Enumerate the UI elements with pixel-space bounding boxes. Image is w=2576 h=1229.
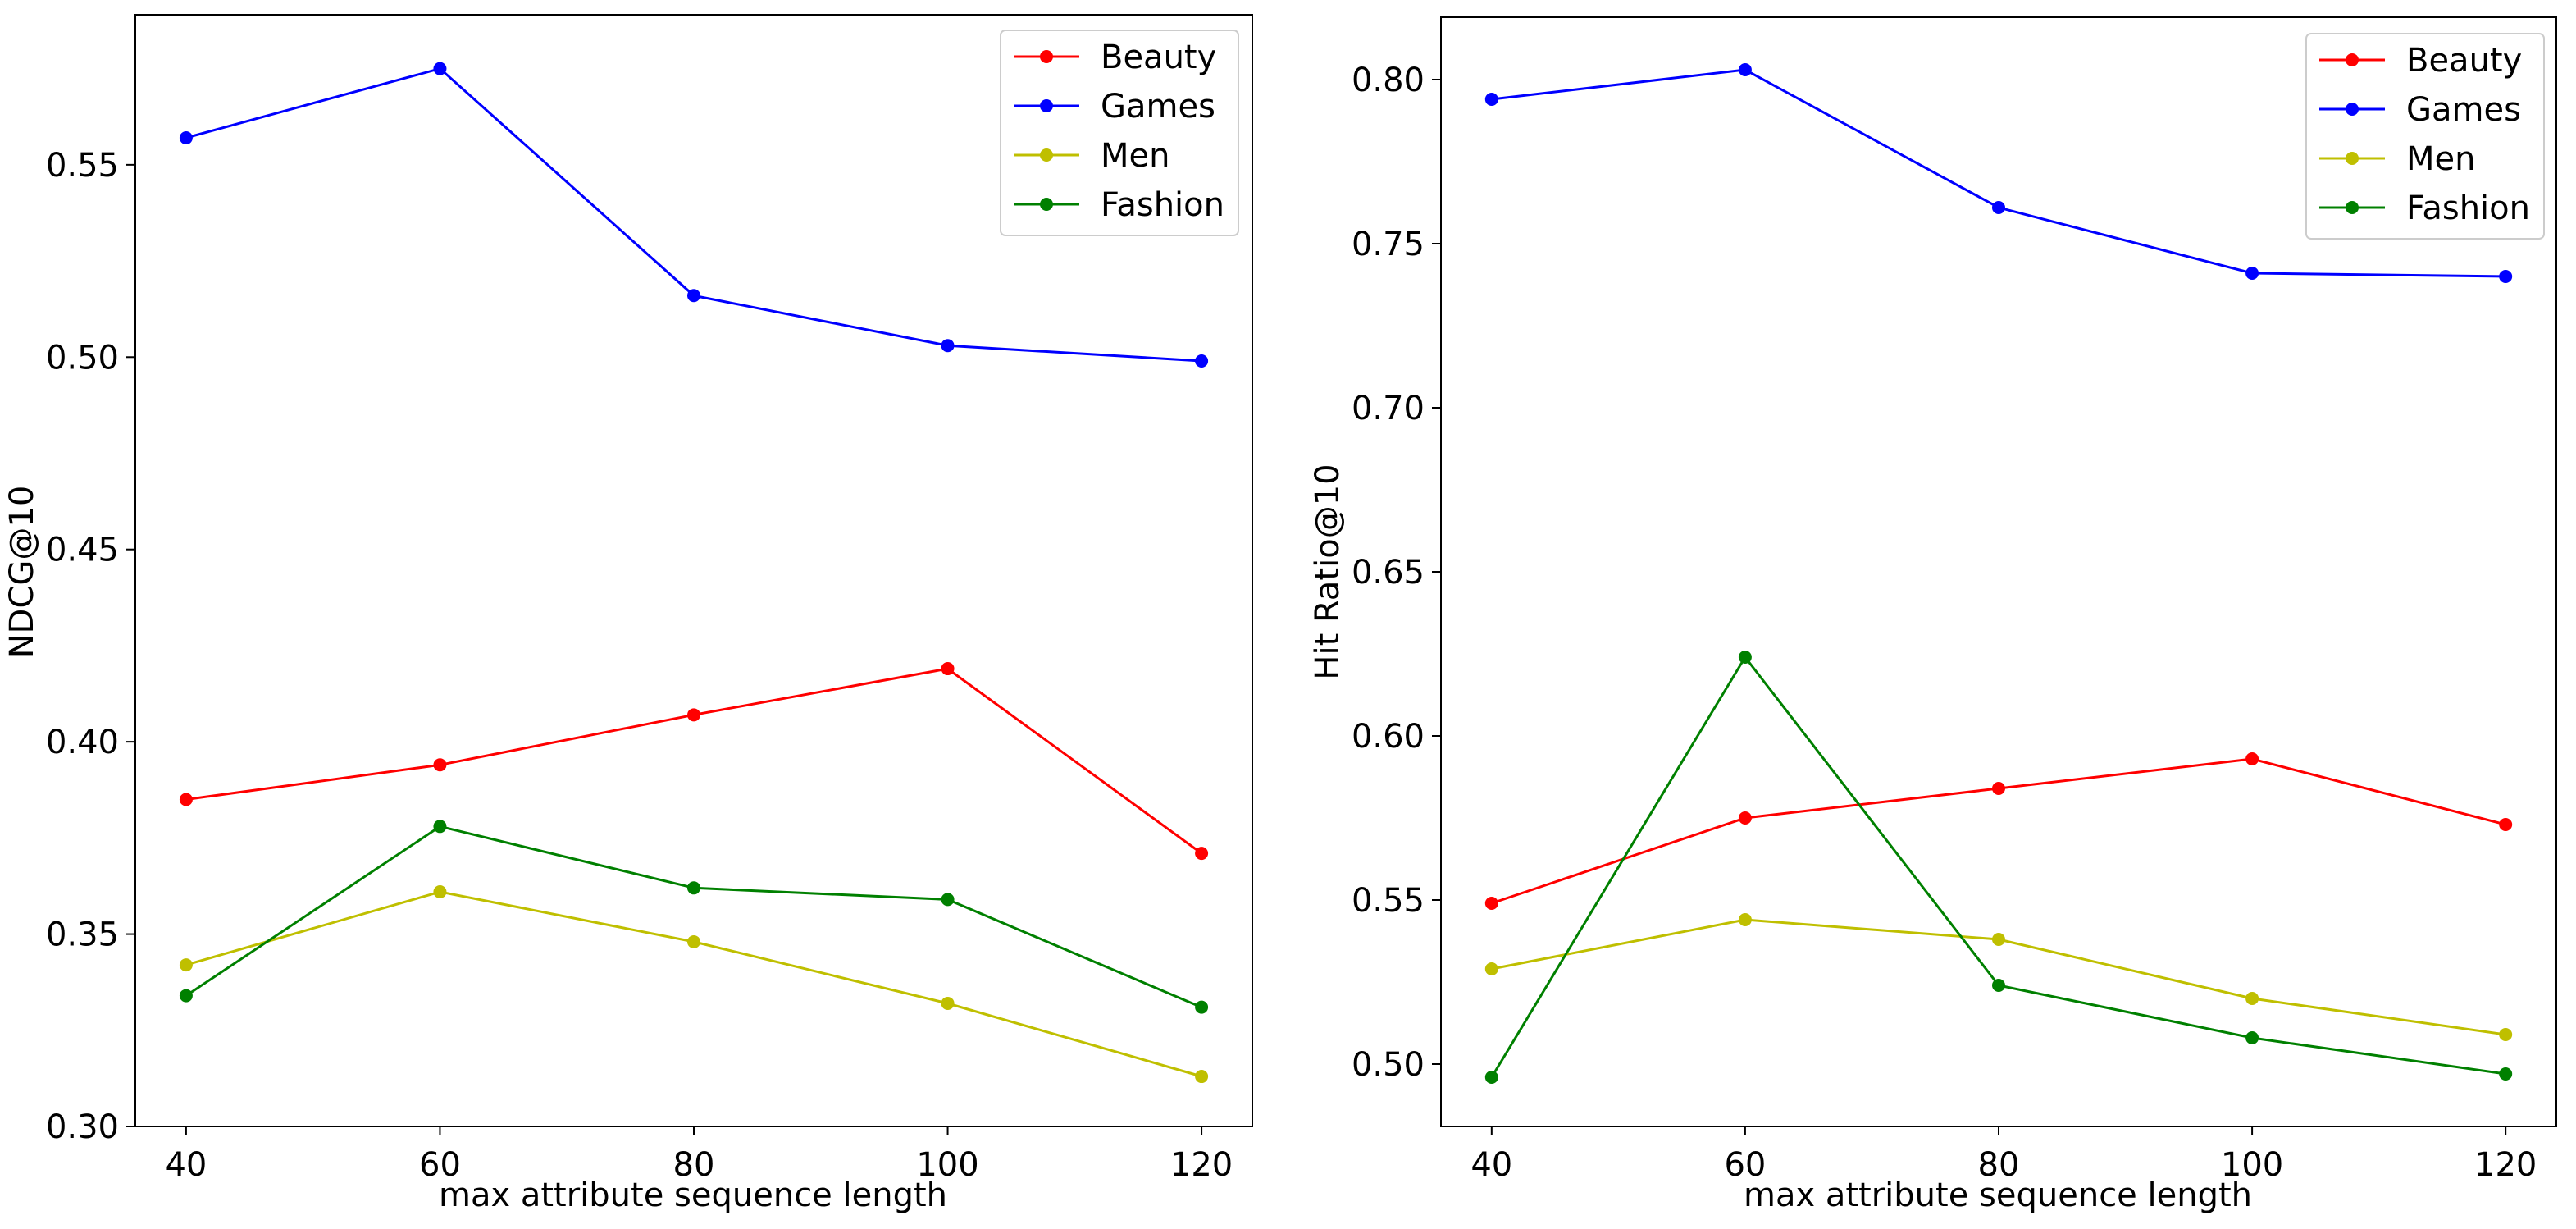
hit-ratio-men-point (1738, 913, 1752, 926)
hit-ratio-legend: Beauty Games Men Fashion (2305, 33, 2545, 240)
hit-ratio-x-axis: 40 60 80 100 120 (1470, 1126, 2537, 1184)
hit-ratio-legend-box (2305, 33, 2545, 240)
ndcg-y-axis: 0.30 0.35 0.40 0.45 0.50 0.55 (46, 147, 135, 1146)
hit-ratio-legend-label: Men (2406, 140, 2475, 178)
ndcg-men-point (687, 934, 700, 948)
ndcg-games-point (1195, 354, 1209, 368)
ndcg-plot-marks (179, 62, 1209, 1084)
hit-ratio-x-tick-label: 100 (2221, 1146, 2283, 1184)
hit-ratio-y-tick-label: 0.80 (1352, 62, 1425, 99)
hit-ratio-y-axis-label: Hit Ratio@10 (1309, 464, 1347, 679)
ndcg-x-tick-label: 80 (673, 1146, 715, 1184)
hit-ratio-games-point (1484, 93, 1498, 106)
hit-ratio-y-tick-label: 0.70 (1352, 390, 1425, 427)
ndcg-legend-label: Fashion (1101, 186, 1224, 224)
hit-ratio-x-axis-label: max attribute sequence length (1744, 1176, 2252, 1214)
hit-ratio-plot-marks (1484, 63, 2513, 1084)
hit-ratio-men-point (2499, 1028, 2513, 1041)
ndcg-x-axis: 40 60 80 100 120 (165, 1126, 1233, 1184)
ndcg-games-point (433, 62, 447, 75)
hit-ratio-beauty-point (1484, 897, 1498, 910)
hit-ratio-legend-swatch-marker (2346, 53, 2359, 66)
hit-ratio-men-point (2245, 992, 2259, 1005)
ndcg-men-point (433, 884, 447, 898)
ndcg-y-tick-label: 0.40 (46, 724, 119, 761)
ndcg-men-point (179, 958, 193, 972)
ndcg-legend-label: Games (1101, 88, 1215, 126)
hit-ratio-x-tick-label: 80 (1978, 1146, 2020, 1184)
ndcg-legend-swatch-marker (1040, 148, 1053, 162)
ndcg-x-tick-label: 120 (1170, 1146, 1233, 1184)
hit-ratio-men-point (1992, 933, 2005, 946)
hit-ratio-beauty-point (2499, 818, 2513, 831)
ndcg-fashion-point (179, 989, 193, 1003)
hit-ratio-fashion-point (2245, 1031, 2259, 1044)
hit-ratio-y-tick-label: 0.65 (1352, 554, 1425, 592)
hit-ratio-legend-label: Beauty (2406, 42, 2522, 80)
hit-ratio-games-point (1992, 201, 2005, 214)
ndcg-games-point (687, 289, 700, 303)
ndcg-fashion-point (687, 881, 700, 895)
hit-ratio-legend-swatch-marker (2346, 152, 2359, 165)
hit-ratio-y-tick-label: 0.55 (1352, 882, 1425, 920)
ndcg-legend: Beauty Games Men Fashion (1000, 30, 1239, 236)
hit-ratio-legend-swatch-marker (2346, 201, 2359, 214)
hit-ratio-legend-swatch-marker (2346, 103, 2359, 116)
hit-ratio-fashion-point (1992, 979, 2005, 992)
ndcg-beauty-point (941, 662, 955, 676)
ndcg-x-tick-label: 40 (165, 1146, 207, 1184)
ndcg-games-point (179, 131, 193, 145)
hit-ratio-fashion-point (2499, 1067, 2513, 1081)
ndcg-x-tick-label: 100 (916, 1146, 978, 1184)
ndcg-legend-swatch-marker (1040, 50, 1053, 63)
ndcg-legend-swatch-marker (1040, 99, 1053, 112)
hit-ratio-games-point (2499, 270, 2513, 283)
hit-ratio-men-point (1484, 962, 1498, 975)
ndcg-men-point (1195, 1070, 1209, 1084)
ndcg-legend-box (1000, 30, 1239, 236)
ndcg-y-axis-label: NDCG@10 (3, 486, 41, 659)
ndcg-legend-label: Beauty (1101, 39, 1216, 76)
hit-ratio-y-axis: 0.50 0.55 0.60 0.65 0.70 0.75 0.80 (1352, 62, 1441, 1084)
ndcg-y-tick-label: 0.35 (46, 916, 119, 954)
ndcg-x-axis-label: max attribute sequence length (439, 1176, 947, 1214)
hit-ratio-fashion-point (1484, 1071, 1498, 1084)
ndcg-fashion-point (941, 893, 955, 907)
hit-ratio-beauty-point (1738, 811, 1752, 825)
hit-ratio-y-tick-label: 0.50 (1352, 1046, 1425, 1084)
ndcg-beauty-point (179, 793, 193, 806)
ndcg-y-tick-label: 0.30 (46, 1108, 119, 1146)
hit-ratio-fashion-point (1738, 651, 1752, 664)
ndcg-beauty-point (433, 758, 447, 772)
ndcg-beauty-point (687, 708, 700, 722)
ndcg-legend-swatch-marker (1040, 198, 1053, 211)
ndcg-fashion-point (433, 820, 447, 834)
hit-ratio-x-tick-label: 60 (1724, 1146, 1766, 1184)
hit-ratio-chart: 0.50 0.55 0.60 0.65 0.70 0.75 0.80 40 60 80 100 12… (1309, 16, 2557, 1214)
ndcg-fashion-point (1195, 1000, 1209, 1014)
ndcg-x-tick-label: 60 (419, 1146, 461, 1184)
hit-ratio-beauty-point (1992, 782, 2005, 795)
hit-ratio-legend-label: Games (2406, 91, 2521, 129)
hit-ratio-legend-label: Fashion (2406, 190, 2530, 227)
hit-ratio-x-tick-label: 40 (1470, 1146, 1512, 1184)
hit-ratio-beauty-point (2245, 752, 2259, 765)
ndcg-chart: 0.30 0.35 0.40 0.45 0.50 0.55 40 60 80 100 120 ma… (3, 14, 1253, 1214)
ndcg-games-point (941, 339, 955, 353)
ndcg-y-tick-label: 0.55 (46, 147, 119, 185)
hit-ratio-y-tick-label: 0.60 (1352, 718, 1425, 756)
hit-ratio-y-tick-label: 0.75 (1352, 226, 1425, 263)
hit-ratio-x-tick-label: 120 (2474, 1146, 2537, 1184)
ndcg-legend-label: Men (1101, 137, 1169, 175)
ndcg-beauty-point (1195, 847, 1209, 861)
ndcg-y-tick-label: 0.50 (46, 339, 119, 377)
hit-ratio-games-point (2245, 267, 2259, 280)
hit-ratio-games-point (1738, 63, 1752, 76)
ndcg-y-tick-label: 0.45 (46, 532, 119, 569)
ndcg-men-point (941, 996, 955, 1010)
